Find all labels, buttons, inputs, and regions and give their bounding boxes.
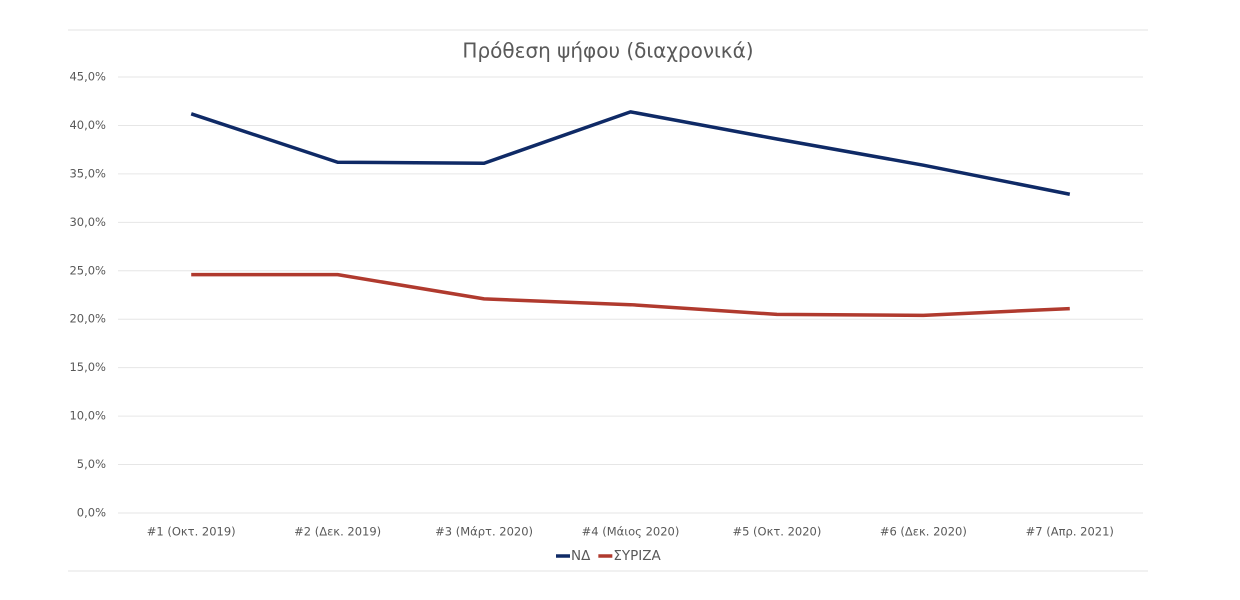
y-tick-label: 45,0% [69, 70, 106, 84]
legend-label: ΝΔ [571, 548, 591, 564]
y-tick-label: 20,0% [69, 312, 106, 326]
x-tick-label: #7 (Απρ. 2021) [1026, 525, 1114, 539]
y-tick-label: 5,0% [77, 457, 106, 471]
y-tick-label: 0,0% [77, 506, 106, 520]
x-tick-label: #4 (Μάιος 2020) [582, 525, 680, 539]
x-tick-label: #2 (Δεκ. 2019) [294, 525, 381, 539]
legend-label: ΣΥΡΙΖΑ [613, 548, 661, 564]
y-tick-label: 30,0% [69, 215, 106, 229]
y-tick-label: 10,0% [69, 409, 106, 423]
x-tick-label: #5 (Οκτ. 2020) [732, 525, 821, 539]
y-tick-label: 15,0% [69, 360, 106, 374]
series-line [190, 110, 1071, 196]
y-tick-label: 25,0% [69, 263, 106, 277]
x-tick-label: #1 (Οκτ. 2019) [147, 525, 236, 539]
x-tick-label: #3 (Μάρτ. 2020) [435, 525, 533, 539]
series-line [191, 272, 1070, 318]
x-tick-label: #6 (Δεκ. 2020) [880, 525, 967, 539]
chart-title: Πρόθεση ψήφου (διαχρονικά) [462, 39, 753, 63]
y-tick-label: 40,0% [69, 118, 106, 132]
y-tick-label: 35,0% [69, 166, 106, 180]
